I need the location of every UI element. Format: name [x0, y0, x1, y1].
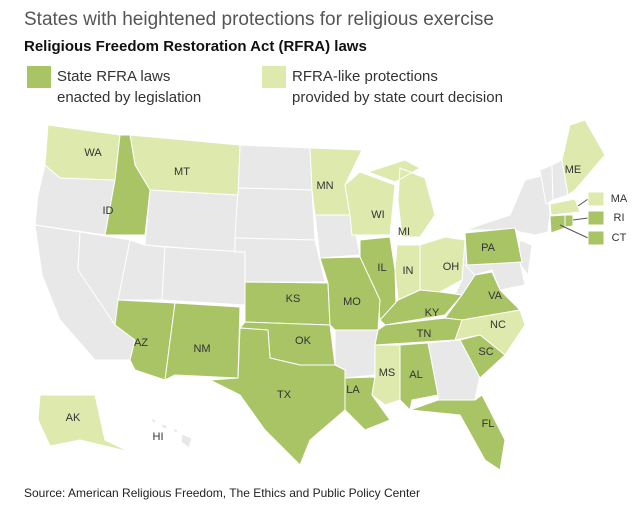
state: [561, 119, 606, 196]
state: [237, 144, 313, 191]
state-label: MT: [174, 166, 190, 178]
state: [164, 302, 241, 381]
state-label: KY: [425, 307, 440, 319]
state: [234, 237, 326, 283]
state-label: TN: [417, 328, 432, 340]
state: [549, 198, 581, 216]
callout-box: [587, 191, 605, 207]
state-label: IN: [403, 265, 414, 277]
state-label: TX: [277, 389, 292, 401]
callout-box: [587, 230, 605, 246]
state-label: VA: [488, 290, 503, 302]
state: [37, 394, 131, 453]
state-label: AK: [66, 412, 81, 424]
state: [144, 189, 239, 253]
legend-swatch: [27, 66, 51, 88]
state: [104, 134, 151, 236]
state-label: NC: [490, 319, 506, 331]
state: [234, 187, 316, 241]
state: [549, 214, 566, 234]
state-label: SC: [478, 346, 493, 358]
state-label: PA: [481, 242, 496, 254]
title: States with heightened protections for r…: [24, 9, 494, 30]
legend-swatch: [262, 66, 286, 88]
state: [459, 334, 506, 379]
state-label: WI: [371, 209, 384, 221]
state-label: KS: [286, 293, 301, 305]
state: [564, 214, 574, 228]
state-label: MO: [343, 296, 361, 308]
state-label: HI: [153, 431, 164, 443]
state: [149, 417, 193, 449]
state-label: WA: [84, 147, 102, 159]
state-labels: WA MT ID MN WI MI ME MA RI CT PA OH IN IL KS MO KY VA NC TN…: [66, 147, 628, 443]
state-label: MA: [611, 193, 628, 205]
callout-box: [587, 210, 605, 226]
state: [209, 327, 346, 466]
state-label: NM: [193, 343, 210, 355]
state: [409, 394, 506, 471]
callout-line: [572, 217, 589, 221]
state-label: IL: [377, 262, 386, 274]
state-label: CT: [612, 232, 627, 244]
state-label: AZ: [134, 337, 148, 349]
legend-label: provided by state court decision: [292, 89, 503, 106]
legend: State RFRA laws enacted by legislation RFR…: [27, 66, 503, 106]
state: [319, 256, 381, 331]
state: [344, 171, 396, 236]
state: [161, 246, 246, 306]
state-label: LA: [346, 384, 360, 396]
state-label: ID: [103, 205, 114, 217]
state: [464, 227, 523, 266]
state-label: OH: [443, 261, 460, 273]
callout-line: [559, 224, 589, 239]
state-label: MS: [379, 367, 396, 379]
state: [464, 174, 551, 236]
state: [464, 261, 526, 291]
state-label: OK: [295, 335, 312, 347]
state-label: MI: [398, 226, 410, 238]
state: [399, 342, 439, 411]
us-map: [34, 119, 606, 471]
source: Source: American Religious Freedom, The …: [24, 486, 420, 500]
callout-line: [577, 198, 589, 207]
state-label: FL: [482, 418, 495, 430]
state: [367, 159, 436, 238]
state-label: MN: [316, 180, 333, 192]
state-label: RI: [614, 212, 625, 224]
state-label: AL: [409, 369, 422, 381]
subtitle: Religious Freedom Restoration Act (RFRA)…: [24, 38, 367, 55]
state: [44, 124, 121, 181]
legend-label: State RFRA laws: [57, 68, 170, 85]
legend-label: enacted by legislation: [57, 89, 201, 106]
state-label: ME: [565, 164, 582, 176]
legend-label: RFRA-like protections: [292, 68, 438, 85]
